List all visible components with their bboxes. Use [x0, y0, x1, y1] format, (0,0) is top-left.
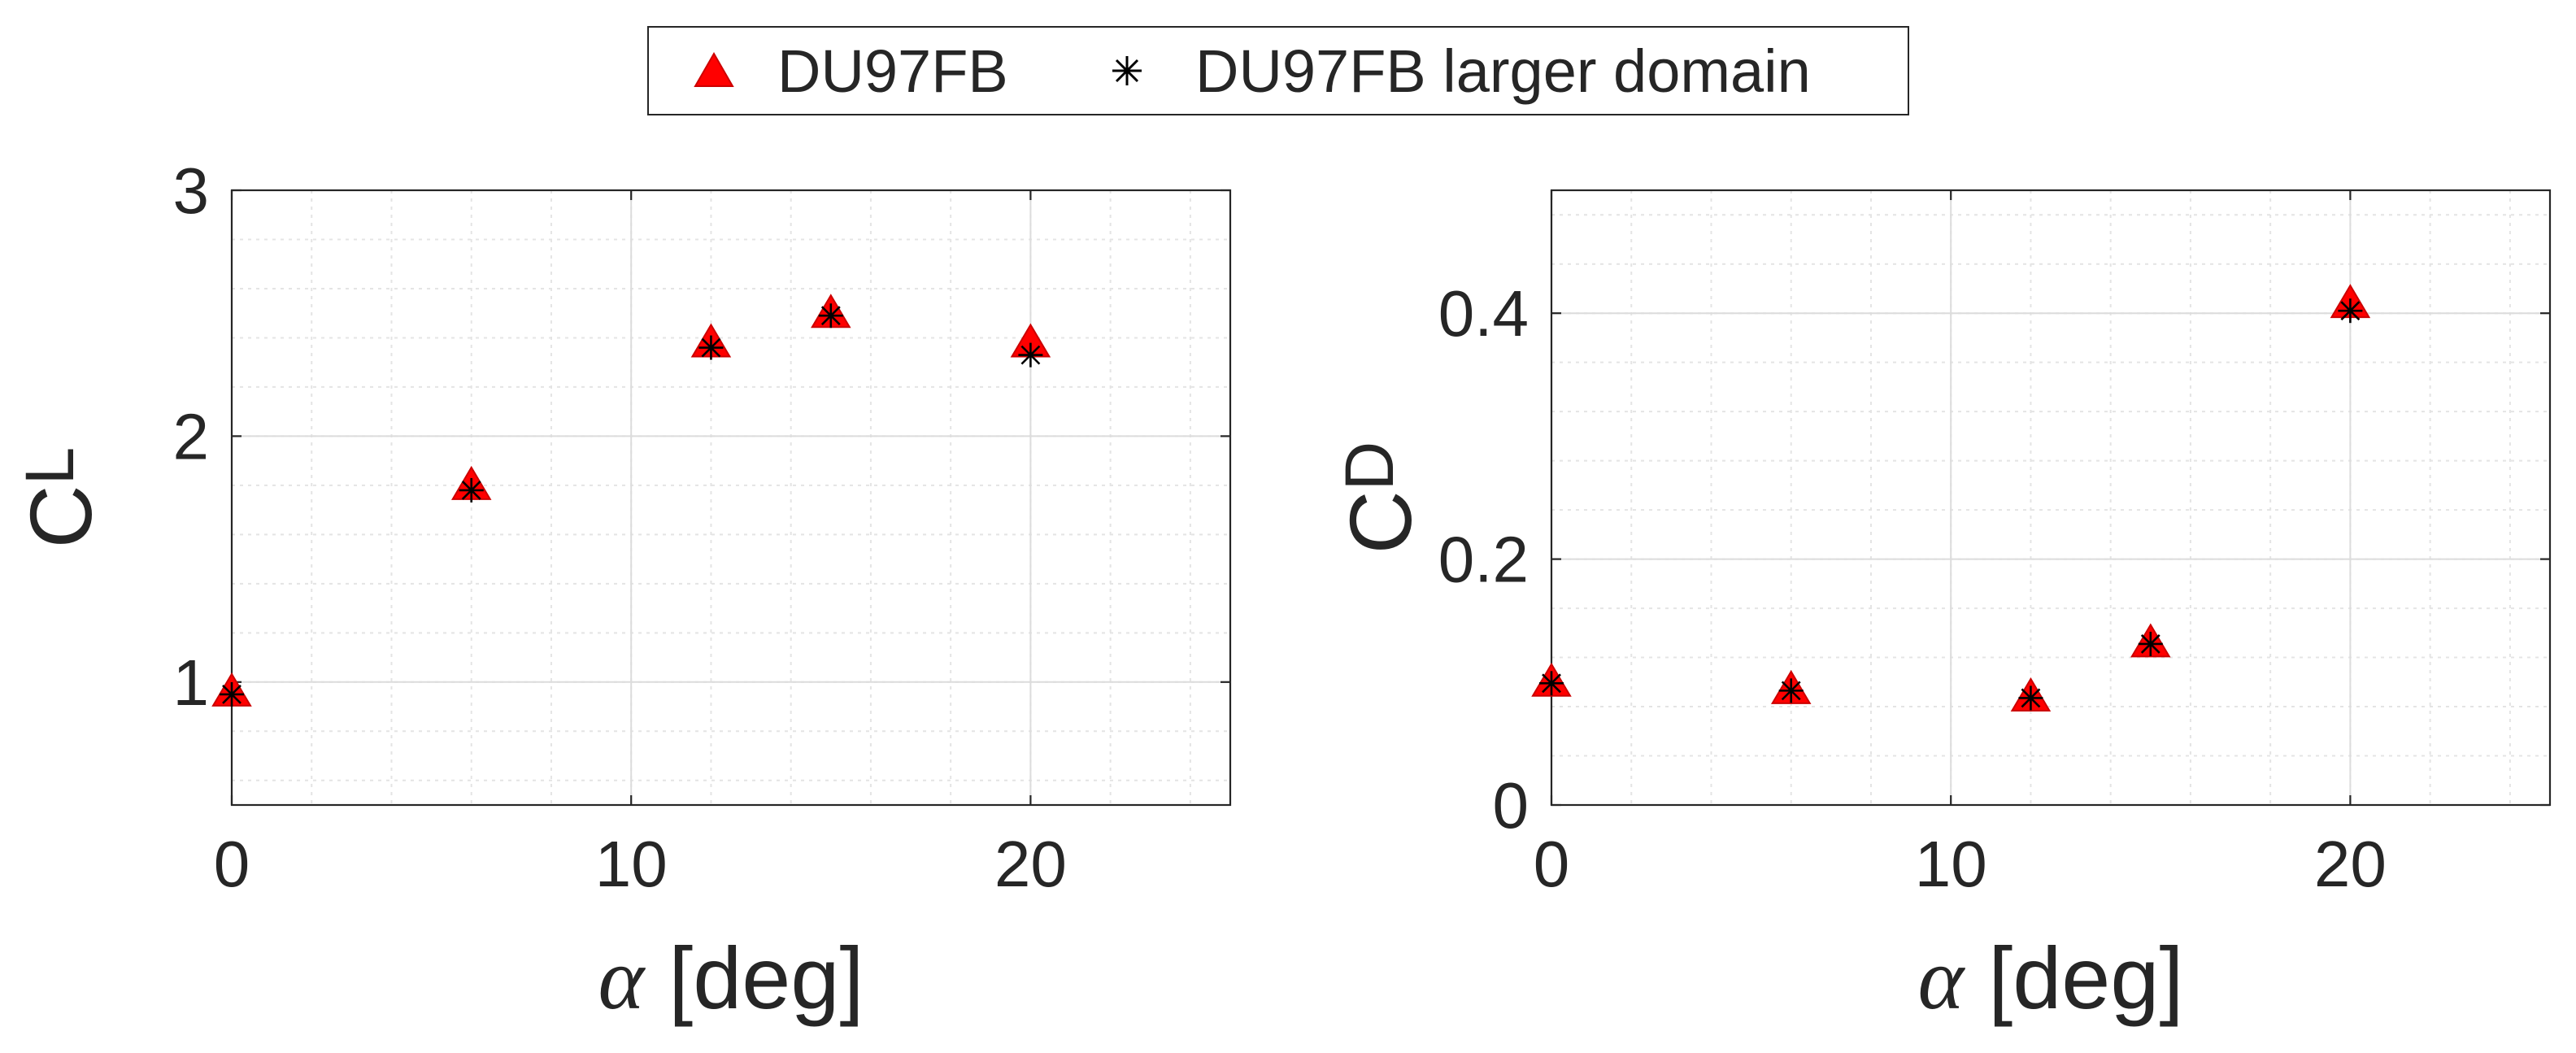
legend: DU97FB DU97FB larger domain — [647, 26, 1909, 115]
x-tick-label: 20 — [2314, 828, 2387, 900]
legend-item-du97fb: DU97FB — [690, 28, 1008, 114]
data-point-asterisk — [698, 335, 724, 360]
y-tick-label: 0.2 — [1438, 524, 1529, 596]
legend-label-du97fb: DU97FB — [777, 37, 1008, 105]
data-point-asterisk — [1778, 678, 1804, 703]
y-tick-label: 2 — [173, 400, 210, 472]
y-tick-label: 0.4 — [1438, 277, 1529, 350]
x-tick-label: 10 — [595, 828, 668, 900]
data-point-asterisk — [2138, 631, 2163, 656]
data-point-asterisk — [1018, 342, 1043, 368]
y-axis-title: CL — [11, 447, 110, 549]
x-tick-label: 0 — [214, 828, 250, 900]
triangle-marker-icon — [694, 51, 734, 87]
y-axis-title: CD — [1331, 442, 1429, 555]
legend-item-du97fb-larger-domain: DU97FB larger domain — [1103, 28, 1811, 114]
cl-plot: 0 10 20 1 2 3 α [deg] CL — [11, 154, 1232, 1028]
y-tick-label: 3 — [173, 154, 210, 227]
y-tick-label: 1 — [173, 646, 210, 719]
axes-frame — [230, 189, 1232, 807]
x-axis-title: α [deg] — [1918, 929, 2184, 1028]
data-point-asterisk — [2338, 298, 2363, 324]
x-axis-title: α [deg] — [598, 929, 864, 1028]
y-tick-label: 0 — [1493, 769, 1530, 842]
data-point-asterisk — [818, 303, 843, 329]
data-point-asterisk — [220, 681, 244, 707]
asterisk-marker-icon — [1112, 56, 1142, 85]
cd-plot: 0 10 20 0 0.2 0.4 α [deg] CD — [1331, 189, 2552, 1028]
data-point-asterisk — [2018, 685, 2043, 711]
x-tick-label: 10 — [1915, 828, 1987, 900]
x-tick-label: 20 — [994, 828, 1067, 900]
axes-frame — [1550, 189, 2552, 807]
legend-label-du97fb-larger-domain: DU97FB larger domain — [1195, 37, 1811, 105]
data-point-asterisk — [1539, 671, 1564, 696]
x-tick-label: 0 — [1534, 828, 1570, 900]
data-point-asterisk — [459, 477, 484, 503]
